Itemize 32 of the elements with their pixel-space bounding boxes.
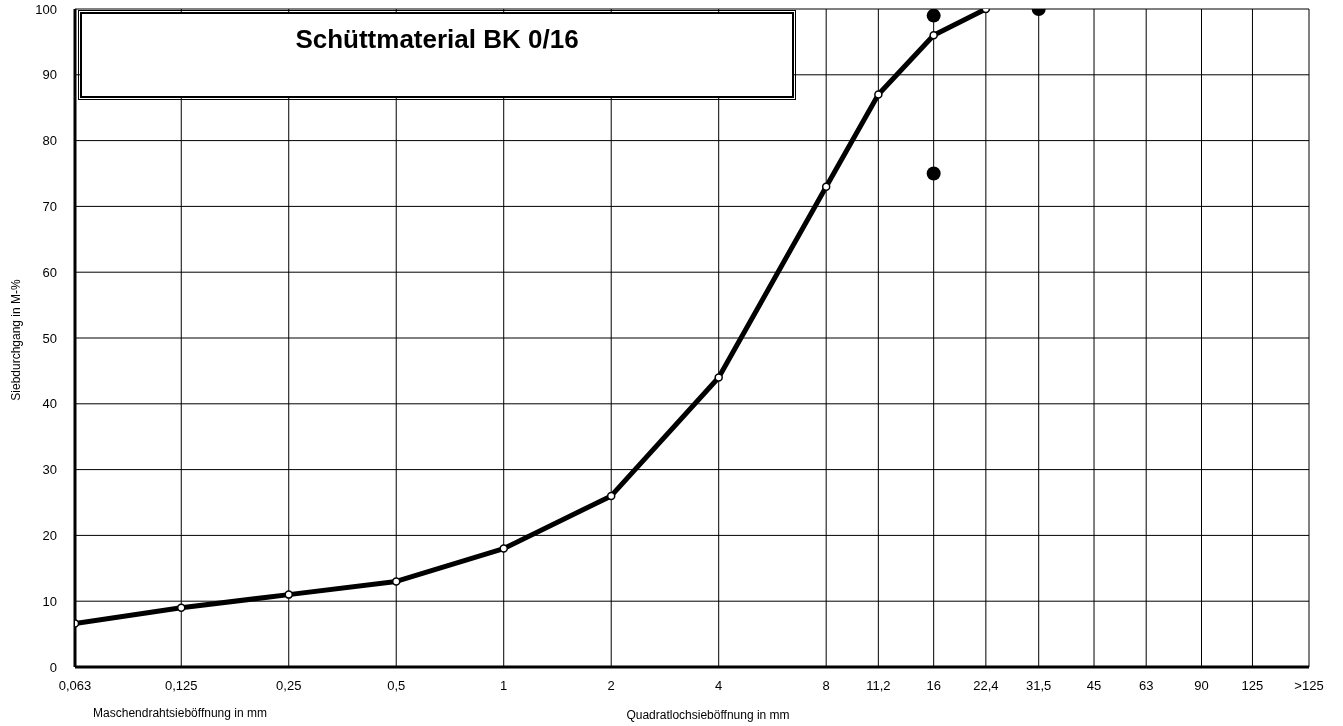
x-tick-label: 63 (1138, 678, 1154, 694)
x-tick-label: 90 (1194, 678, 1209, 694)
x-tick-label: 0,5 (387, 678, 406, 694)
x-tick-label: 4 (715, 678, 723, 694)
x-tick-label: 125 (1241, 678, 1264, 694)
y-tick-label: 30 (42, 462, 57, 478)
y-tick-label: 90 (42, 67, 57, 83)
y-tick-label: 80 (42, 133, 57, 149)
x-tick-label: 22,4 (973, 678, 999, 694)
x-tick-label: 45 (1086, 678, 1102, 694)
y-tick-label: 40 (42, 396, 57, 412)
y-tick-label: 0 (49, 659, 57, 675)
x-tick-label: 2 (607, 678, 615, 694)
y-tick-label: 10 (42, 593, 57, 609)
text: Maschendrahtsieböffnung in mm (93, 706, 267, 720)
x-tick-label: 31,5 (1026, 678, 1052, 694)
y-tick-label: 100 (35, 1, 57, 17)
title-frame: Schüttmaterial BK 0/16 (80, 12, 794, 98)
y-tick-label: 70 (42, 199, 57, 215)
x-tick-label: 8 (822, 678, 830, 694)
x-tick-label: >125 (1294, 678, 1324, 694)
x-tick-label: 16 (926, 678, 941, 694)
text: Quadratlochsieböffnung in mm (626, 708, 790, 722)
x-tick-label: 0,25 (276, 678, 302, 694)
y-axis-title: Siebdurchgang in M-% (9, 279, 23, 401)
y-tick-label: 60 (42, 264, 57, 280)
y-tick-label: 50 (42, 330, 57, 346)
x-tick-label: 0,125 (164, 678, 198, 694)
x-tick-label: 11,2 (866, 678, 891, 694)
y-tick-label: 20 (42, 528, 57, 544)
x-tick-label: 1 (500, 678, 508, 694)
x-tick-label: 0,063 (58, 678, 92, 694)
